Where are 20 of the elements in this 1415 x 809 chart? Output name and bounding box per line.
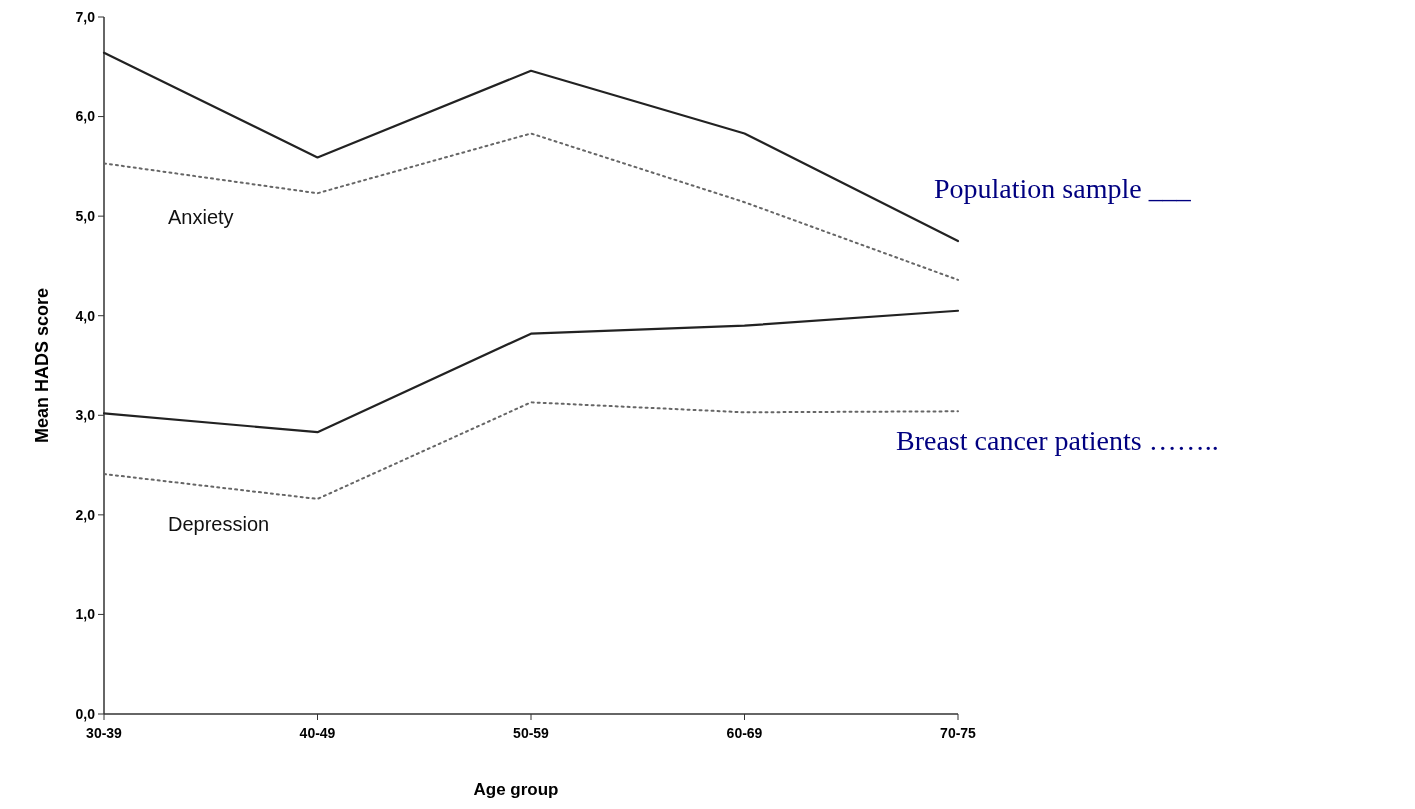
y-tick-label: 6,0	[75, 108, 96, 125]
y-tick-label: 4,0	[75, 307, 96, 324]
y-axis-title: Mean HADS score	[32, 287, 52, 444]
annotation: Breast cancer patients ……..	[896, 425, 1219, 456]
x-tick-label: 50-59	[513, 725, 550, 741]
y-tick-label: 5,0	[75, 208, 96, 225]
y-tick-label: 0,0	[75, 705, 96, 722]
x-tick-label: 40-49	[299, 725, 336, 741]
annotation: Depression	[168, 512, 270, 535]
x-axis-title: Age group	[473, 780, 559, 799]
y-tick-label: 3,0	[75, 407, 96, 424]
y-tick-label: 2,0	[75, 506, 96, 523]
x-tick-label: 70-75	[940, 725, 977, 741]
annotation: Anxiety	[168, 206, 234, 229]
annotation: Population sample ___	[934, 173, 1192, 204]
line-series	[102, 309, 960, 434]
y-tick-label: 1,0	[75, 606, 96, 623]
y-tick-label: 7,0	[75, 8, 96, 25]
x-tick-label: 60-69	[726, 725, 763, 741]
x-tick-label: 30-39	[86, 725, 123, 741]
